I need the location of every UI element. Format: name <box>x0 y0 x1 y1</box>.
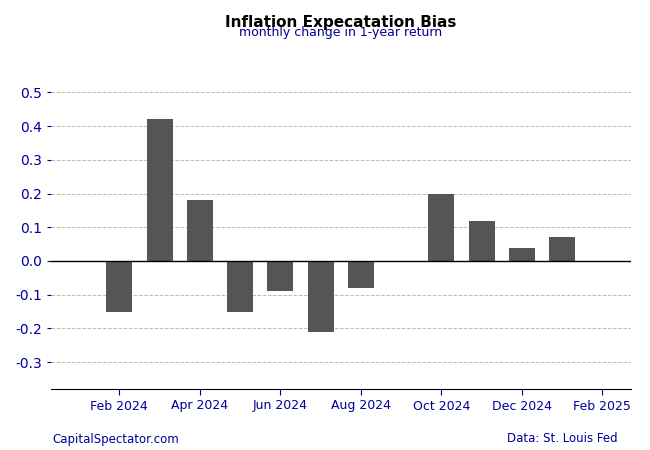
Bar <box>509 248 535 261</box>
Bar <box>267 261 293 291</box>
Bar <box>146 119 173 261</box>
Title: Inflation Expecatation Bias: Inflation Expecatation Bias <box>225 15 456 30</box>
Bar <box>307 261 333 332</box>
Bar <box>187 200 213 261</box>
Bar <box>549 238 575 261</box>
Bar <box>227 261 254 311</box>
Bar <box>348 261 374 288</box>
Bar <box>469 220 495 261</box>
Bar <box>106 261 133 311</box>
Bar <box>428 194 454 261</box>
Text: CapitalSpectator.com: CapitalSpectator.com <box>52 432 179 446</box>
Text: Data: St. Louis Fed: Data: St. Louis Fed <box>507 432 618 446</box>
Text: monthly change in 1-year return: monthly change in 1-year return <box>239 26 442 39</box>
